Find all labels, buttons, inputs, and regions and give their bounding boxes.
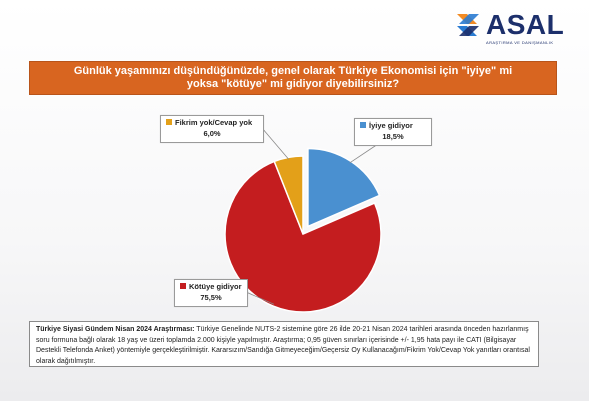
- callout-label-kotuye: Kötüye gidiyor: [189, 281, 242, 291]
- leader-line-iyiye: [349, 143, 379, 164]
- pie-slice-iyiye: [307, 147, 381, 228]
- brand-tagline: ARAŞTIRMA VE DANIŞMANLIK: [486, 40, 554, 45]
- title-banner: Günlük yaşamınızı düşündüğünüzde, genel …: [29, 61, 557, 95]
- pie-slice-fikrim-yok: [273, 155, 304, 235]
- pie-slice-kotuye: [224, 160, 382, 313]
- asal-logo-mark-icon: [457, 14, 479, 36]
- callout-iyiye: İyiye gidiyor 18,5%: [354, 118, 432, 146]
- callout-kotuye: Kötüye gidiyor 75,5%: [174, 279, 248, 307]
- methodology-text: Türkiye Genelinde NUTS-2 sistemine göre …: [36, 326, 530, 365]
- callout-value-fikrim-yok: 6,0%: [203, 129, 221, 138]
- brand-name: ASAL: [486, 9, 565, 40]
- callout-fikrim-yok: Fikrim yok/Cevap yok 6,0%: [160, 115, 264, 143]
- asal-logo: ASAL ARAŞTIRMA VE DANIŞMANLIK: [455, 10, 575, 46]
- methodology-title: Türkiye Siyasi Gündem Nisan 2024 Araştır…: [36, 326, 195, 333]
- chart-title: Günlük yaşamınızı düşündüğünüzde, genel …: [73, 65, 513, 90]
- legend-swatch-kotuye: [180, 283, 186, 289]
- callout-value-iyiye: 18,5%: [382, 132, 404, 141]
- callout-value-kotuye: 75,5%: [200, 293, 222, 302]
- legend-swatch-fikrim-yok: [166, 119, 172, 125]
- callout-label-iyiye: İyiye gidiyor: [369, 120, 413, 130]
- leader-line-kotuye: [245, 291, 275, 305]
- leader-line-fikrim-yok: [261, 127, 290, 160]
- callout-label-fikrim-yok: Fikrim yok/Cevap yok: [175, 117, 253, 127]
- legend-swatch-iyiye: [360, 122, 366, 128]
- methodology-note: Türkiye Siyasi Gündem Nisan 2024 Araştır…: [29, 321, 539, 367]
